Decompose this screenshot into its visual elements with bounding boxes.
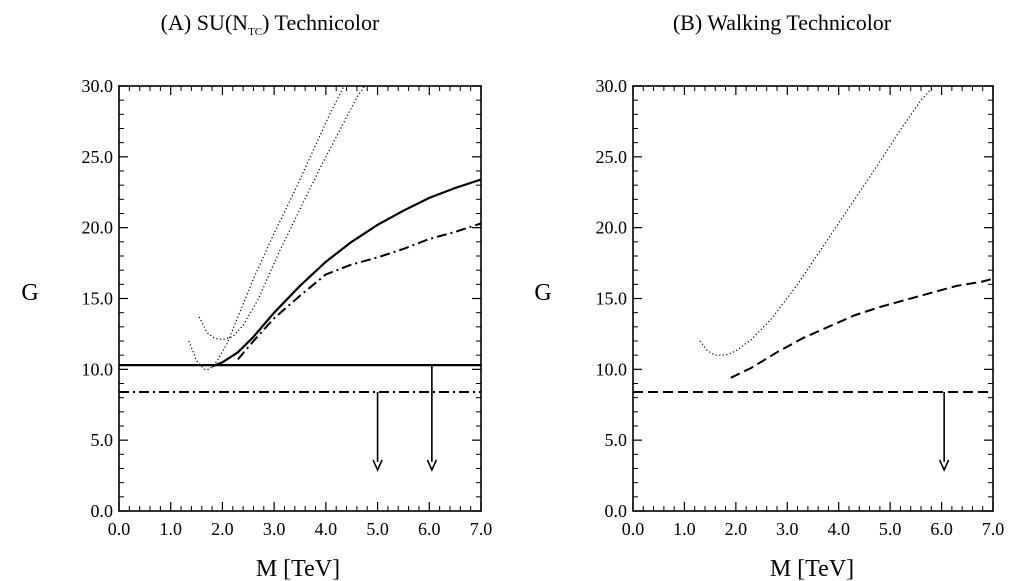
panel-b-ylabel: G — [534, 280, 551, 306]
panel-b-y-tick-label: 0.0 — [605, 501, 628, 521]
panel-a-x-tick-label: 4.0 — [315, 519, 338, 539]
panel-a-xlabel: M [TeV] — [256, 556, 340, 581]
panel-a-series-line-dotted — [198, 86, 366, 341]
panel-a-arrow-head — [426, 459, 438, 472]
panel-b-y-tick-label: 5.0 — [605, 430, 628, 450]
panel-a-y-tick-label: 0.0 — [91, 501, 114, 521]
panel-b: (B) Walking Technicolor G M [TeV] 0.0 1.0… — [534, 10, 1004, 581]
panel-b-x-tick-label: 2.0 — [725, 519, 748, 539]
panel-b-y-tick-label: 10.0 — [596, 359, 628, 379]
panel-a-series-line-dotted — [188, 86, 345, 370]
panel-a-ylabel: G — [21, 280, 38, 306]
panel-a-series-line-dashdot — [237, 222, 481, 361]
panel-a-title: (A) SU(NTC) Technicolor — [161, 10, 380, 38]
panel-b-x-tick-label: 5.0 — [879, 519, 902, 539]
panel-b-y-tick-label: 15.0 — [596, 289, 628, 309]
panel-b-title: (B) Walking Technicolor — [673, 10, 892, 35]
panel-a-y-tick-label: 15.0 — [82, 289, 114, 309]
panel-a-x-tick-label: 7.0 — [470, 519, 493, 539]
panel-b-arrow-head — [938, 459, 950, 472]
panel-b-y-tick-label: 30.0 — [596, 76, 628, 96]
panel-b-series-line-dashed — [730, 277, 993, 379]
panel-b-x-tick-label: 3.0 — [776, 519, 799, 539]
panel-a-x-tick-label: 6.0 — [418, 519, 441, 539]
panel-b-x-tick-label: 4.0 — [827, 519, 850, 539]
panel-b-x-tick-label: 7.0 — [982, 519, 1005, 539]
panel-a-y-tick-label: 30.0 — [82, 76, 114, 96]
panel-a-y-tick-label: 10.0 — [82, 359, 114, 379]
panel-a-y-tick-label: 5.0 — [91, 430, 114, 450]
panel-a: (A) SU(NTC) Technicolor G M [TeV] 0.0 1.0… — [21, 10, 492, 581]
panel-b-x-tick-label: 0.0 — [622, 519, 645, 539]
panel-a-plot-area: 0.0 1.0 2.0 3.0 4.0 5.0 6.0 7.0 0.0 5.0 10.0 15.0 20… — [82, 76, 493, 539]
panel-a-series-line-solid — [211, 178, 481, 368]
panel-b-y-tick-label: 20.0 — [596, 218, 628, 238]
panel-a-y-tick-label: 20.0 — [82, 218, 114, 238]
panel-b-plot-area: 0.0 1.0 2.0 3.0 4.0 5.0 6.0 7.0 0.0 5.0 10.0 15.0 20… — [596, 76, 1005, 539]
panel-a-x-tick-label: 5.0 — [366, 519, 389, 539]
panel-a-y-tick-label: 25.0 — [82, 147, 114, 167]
panel-b-y-tick-label: 25.0 — [596, 147, 628, 167]
panel-b-x-tick-label: 6.0 — [930, 519, 953, 539]
panel-a-arrow-head — [372, 459, 383, 472]
panel-b-series-line-dotted — [699, 86, 935, 356]
panel-b-xlabel: M [TeV] — [770, 556, 854, 581]
panel-a-x-tick-label: 2.0 — [211, 519, 234, 539]
panel-a-x-tick-label: 0.0 — [108, 519, 131, 539]
panel-a-x-tick-label: 3.0 — [263, 519, 286, 539]
panel-b-frame — [632, 85, 994, 512]
panel-b-x-tick-label: 1.0 — [673, 519, 696, 539]
panel-a-frame — [118, 85, 482, 512]
panel-a-x-tick-label: 1.0 — [159, 519, 182, 539]
